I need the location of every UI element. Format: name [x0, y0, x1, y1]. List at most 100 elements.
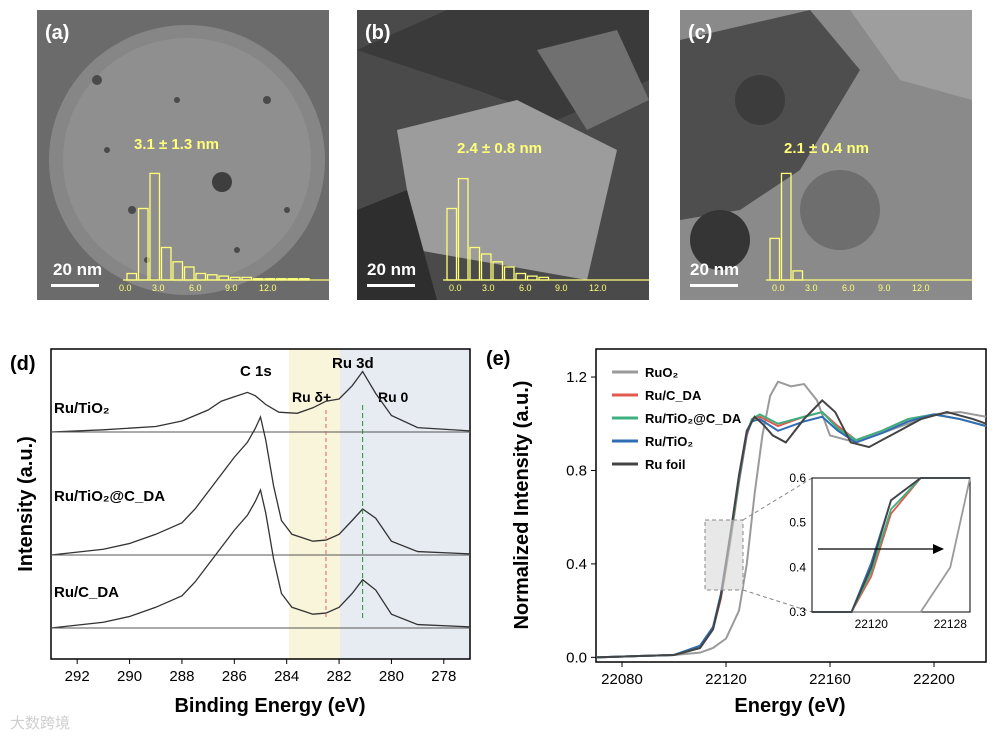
- ru-delta-annotation: Ru δ+: [292, 389, 331, 405]
- inset-y-tick-label: 0.4: [789, 560, 806, 574]
- xps-tick-label: 278: [431, 668, 456, 685]
- histogram-a: [123, 172, 329, 281]
- xanes-y-tick-label: 0.4: [566, 556, 587, 573]
- inset-spectra: [812, 477, 971, 613]
- hist-bar: [149, 172, 161, 281]
- legend-label: Ru foil: [645, 457, 685, 472]
- xps-spectrum: [50, 370, 471, 433]
- inset-x-tick-label: 22128: [934, 617, 968, 631]
- tem-panel-a: (a) 3.1 ± 1.3 nm 20 nm 0.0 3.0 6.0 9.0 1…: [37, 10, 329, 300]
- hist-bar: [492, 261, 504, 281]
- size-measurement-a: 3.1 ± 1.3 nm: [134, 136, 219, 153]
- xanes-spectrum: [595, 399, 987, 659]
- xps-spectra: [50, 370, 471, 629]
- ru-zero-region: [340, 349, 470, 659]
- inset-frame: [811, 477, 971, 613]
- hist-tick: 12.0: [912, 283, 930, 293]
- scale-bar-label-a: 20 nm: [53, 260, 103, 279]
- shift-arrow-head: [933, 544, 944, 554]
- ru3d-annotation: Ru 3d: [332, 355, 374, 372]
- panel-label-d: (d): [10, 353, 36, 375]
- hist-tick: 12.0: [589, 283, 607, 293]
- legend-label: RuO₂: [645, 365, 678, 380]
- hist-tick: 3.0: [805, 283, 818, 293]
- tem-panel-b: (b) 2.4 ± 0.8 nm 20 nm 0.0 3.0 6.0 9.0 1…: [357, 10, 649, 300]
- hist-tick: 9.0: [555, 283, 568, 293]
- hist-tick: 0.0: [119, 283, 132, 293]
- hist-bar: [252, 278, 264, 281]
- hist-bar: [206, 274, 218, 281]
- hist-bar: [480, 253, 492, 281]
- xanes-x-tick-label: 22080: [601, 671, 643, 688]
- panel-label-c: (c): [688, 22, 713, 44]
- hist-bar: [515, 272, 527, 281]
- hist-tick: 6.0: [189, 283, 202, 293]
- tem-texture-a: [37, 10, 329, 300]
- hist-bar: [195, 272, 207, 281]
- inset-zoom-region: [704, 519, 744, 591]
- panel-label-a: (a): [45, 22, 70, 44]
- hist-bar: [792, 270, 804, 281]
- sample-label-ru-cda: Ru/C_DA: [54, 584, 119, 601]
- inset-ticks: 22120 22128 0.3 0.4 0.5 0.6: [789, 471, 967, 631]
- inset-y-tick-label: 0.3: [789, 605, 806, 619]
- tem-texture-b: [357, 10, 649, 300]
- xps-tick-label: 286: [222, 668, 247, 685]
- c1s-annotation: C 1s: [240, 363, 272, 380]
- xps-x-ticks: 292 290 288 286 284 282 280 278: [65, 659, 456, 685]
- ru-zero-annotation: Ru 0: [378, 389, 409, 405]
- xanes-y-tick-label: 0.8: [566, 462, 587, 479]
- inset-connector: [742, 589, 813, 613]
- hist-tick: 6.0: [842, 283, 855, 293]
- xps-tick-label: 292: [65, 668, 90, 685]
- hist-bar: [160, 246, 172, 281]
- hist-bar: [298, 278, 310, 281]
- xanes-x-tick-label: 22200: [913, 671, 955, 688]
- inset-x-tick-label: 22120: [855, 617, 889, 631]
- xanes-x-tick-label: 22120: [705, 671, 747, 688]
- hist-tick: 6.0: [519, 283, 532, 293]
- histogram-c: [766, 172, 972, 281]
- xps-plot-frame: [50, 348, 471, 660]
- xanes-y-tick-label: 1.2: [566, 369, 587, 386]
- legend-label: Ru/TiO₂: [645, 434, 693, 449]
- tem-panel-c: (c) 2.1 ± 0.4 nm 20 nm 0.0 3.0 6.0 9.0 1…: [680, 10, 972, 300]
- hist-bar: [275, 278, 287, 281]
- hist-tick: 0.0: [449, 283, 462, 293]
- xanes-x-tick-label: 22160: [809, 671, 851, 688]
- xps-tick-label: 284: [274, 668, 299, 685]
- inset-y-tick-label: 0.6: [789, 471, 806, 485]
- hist-bar: [229, 276, 241, 281]
- xps-tick-label: 288: [169, 668, 194, 685]
- xanes-legend: RuO₂ Ru/C_DA Ru/TiO₂@C_DA Ru/TiO₂ Ru foil: [612, 365, 742, 472]
- panel-label-b: (b): [365, 22, 391, 44]
- hist-bar: [126, 272, 138, 281]
- hist-tick: 9.0: [878, 283, 891, 293]
- histogram-b: [443, 177, 649, 281]
- tem-texture-c: [680, 10, 972, 300]
- inset-y-tick-label: 0.5: [789, 516, 806, 530]
- xanes-ticks: 22080 22120 22160 22200 0.0 0.4 0.8 1.2: [566, 369, 955, 688]
- legend-label: Ru/C_DA: [645, 388, 702, 403]
- xps-y-axis-label: Intensity (a.u.): [15, 436, 37, 572]
- sample-label-ru-tio2-cda: Ru/TiO₂@C_DA: [54, 488, 165, 505]
- xps-x-axis-label: Binding Energy (eV): [174, 695, 365, 717]
- hist-bar: [241, 276, 253, 281]
- inset-spectrum: [812, 477, 970, 613]
- hist-tick: 3.0: [152, 283, 165, 293]
- xanes-spectra: [595, 380, 987, 659]
- size-measurement-c: 2.1 ± 0.4 nm: [784, 140, 869, 157]
- hist-bar: [457, 177, 469, 281]
- legend-label: Ru/TiO₂@C_DA: [645, 411, 742, 426]
- hist-bar: [137, 207, 149, 281]
- hist-bar: [183, 266, 195, 281]
- xanes-plot-frame: [595, 348, 987, 663]
- hist-bar: [538, 276, 550, 281]
- scale-bar-label-c: 20 nm: [690, 260, 740, 279]
- watermark: 大数跨境: [10, 714, 71, 732]
- hist-bar: [218, 275, 230, 281]
- xps-tick-label: 282: [327, 668, 352, 685]
- hist-bar: [526, 275, 538, 281]
